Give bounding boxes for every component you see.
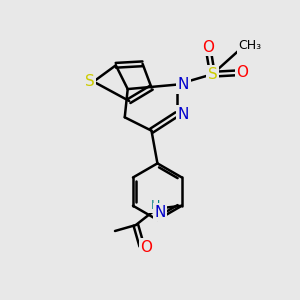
- Text: N: N: [154, 205, 166, 220]
- Text: H: H: [150, 199, 160, 212]
- Text: CH₃: CH₃: [238, 40, 261, 52]
- Text: O: O: [236, 65, 248, 80]
- Text: O: O: [202, 40, 214, 55]
- Text: S: S: [85, 74, 95, 89]
- Text: N: N: [178, 77, 189, 92]
- Text: N: N: [178, 107, 189, 122]
- Text: S: S: [208, 67, 217, 82]
- Text: O: O: [140, 240, 152, 255]
